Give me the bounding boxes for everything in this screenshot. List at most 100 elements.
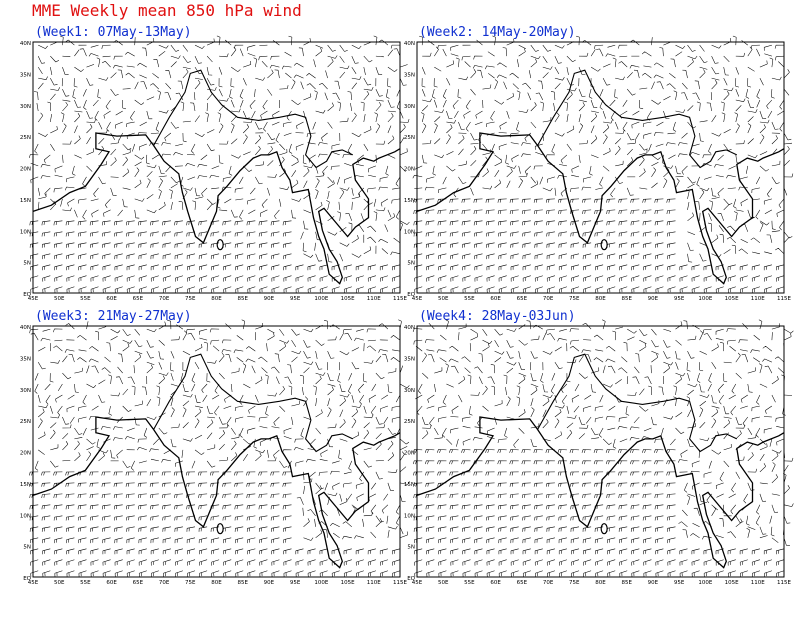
panel-title: (Week2: 14May-20May) [419, 25, 576, 40]
lon-label: 45E [28, 296, 39, 302]
lat-label: 25N [404, 135, 415, 141]
lon-label: 60E [490, 296, 501, 302]
border [537, 69, 738, 169]
lon-label: 95E [290, 580, 301, 586]
map-frame [32, 325, 401, 578]
lon-label: 110E [751, 296, 765, 302]
lat-label: 30N [404, 104, 415, 110]
lon-label: 80E [211, 580, 222, 586]
lon-label: 75E [185, 296, 196, 302]
panel-title: (Week4: 28May-03Jun) [419, 309, 576, 324]
lat-label: 25N [404, 419, 415, 425]
lon-label: 65E [517, 580, 528, 586]
sri-lanka [216, 523, 224, 535]
lon-label: 50E [438, 296, 449, 302]
lon-label: 65E [133, 580, 144, 586]
lon-label: 115E [393, 580, 407, 586]
lat-label: EQ [23, 576, 31, 582]
lon-label: 45E [412, 580, 423, 586]
wind-barbs [412, 35, 794, 293]
lat-label: 10N [404, 513, 415, 519]
panel-title: (Week1: 07May-13May) [35, 25, 192, 40]
lat-label: EQ [407, 292, 415, 298]
lat-label: 5N [23, 261, 31, 267]
lon-label: 85E [621, 580, 632, 586]
border [153, 69, 354, 169]
lon-label: 80E [595, 580, 606, 586]
lon-label: 95E [290, 296, 301, 302]
lon-label: 45E [412, 296, 423, 302]
map-frame [416, 41, 785, 294]
lat-label: EQ [23, 292, 31, 298]
lon-label: 70E [159, 580, 170, 586]
lon-label: 60E [106, 580, 117, 586]
panel-title: (Week3: 21May-27May) [35, 309, 192, 324]
lat-label: 20N [404, 167, 415, 173]
lat-label: EQ [407, 576, 415, 582]
map-panel: (Week2: 14May-20May) 40N 35N 30N 25N 20N 15N 10… [404, 25, 794, 302]
sri-lanka [600, 239, 608, 251]
lon-label: 55E [80, 580, 91, 586]
lon-label: 70E [543, 296, 554, 302]
sri-lanka [216, 239, 224, 251]
lat-label: 25N [20, 419, 31, 425]
lon-label: 80E [211, 296, 222, 302]
lat-label: 15N [404, 198, 415, 204]
wind-barbs [29, 319, 410, 577]
lon-label: 90E [648, 296, 659, 302]
lon-label: 100E [698, 296, 712, 302]
lon-label: 110E [367, 296, 381, 302]
lat-label: 5N [407, 545, 415, 551]
lat-label: 10N [404, 229, 415, 235]
lon-label: 65E [517, 296, 528, 302]
map-frame [416, 325, 785, 578]
lat-label: 5N [407, 261, 415, 267]
lon-label: 110E [751, 580, 765, 586]
lon-label: 90E [648, 580, 659, 586]
lon-label: 115E [393, 296, 407, 302]
lat-label: 15N [20, 482, 31, 488]
coastline [32, 132, 401, 285]
map-panel: (Week3: 21May-27May) 40N 35N 30N 25N 20N 15N 10… [20, 309, 410, 586]
lat-label: 35N [404, 72, 415, 78]
lat-label: 40N [404, 41, 415, 47]
lon-label: 60E [106, 296, 117, 302]
lon-label: 85E [621, 296, 632, 302]
lat-label: 10N [20, 229, 31, 235]
wind-barbs [28, 35, 410, 293]
lon-label: 105E [725, 296, 739, 302]
wind-barbs [412, 319, 794, 577]
lon-label: 70E [159, 296, 170, 302]
lon-label: 75E [185, 580, 196, 586]
lat-label: 5N [23, 545, 31, 551]
map-panel: (Week1: 07May-13May) 40N 35N 30N 25N 20N 15N 10… [20, 25, 410, 302]
map-panel: (Week4: 28May-03Jun) 40N 35N 30N 25N 20N 15N 10… [404, 309, 794, 586]
lon-label: 115E [777, 580, 791, 586]
lon-label: 85E [237, 580, 248, 586]
lon-label: 50E [438, 580, 449, 586]
lat-label: 35N [20, 356, 31, 362]
border [153, 353, 354, 453]
lon-label: 65E [133, 296, 144, 302]
lon-label: 95E [674, 580, 685, 586]
lat-label: 25N [20, 135, 31, 141]
lon-label: 90E [264, 296, 275, 302]
lat-label: 20N [20, 167, 31, 173]
lat-label: 40N [404, 325, 415, 331]
lon-label: 55E [80, 296, 91, 302]
coastline [416, 132, 785, 285]
lat-label: 40N [20, 41, 31, 47]
lon-label: 105E [725, 580, 739, 586]
lon-label: 100E [698, 580, 712, 586]
lon-label: 60E [490, 580, 501, 586]
lat-label: 35N [20, 72, 31, 78]
lat-label: 30N [404, 388, 415, 394]
figure-title: MME Weekly mean 850 hPa wind [32, 1, 302, 20]
lat-label: 30N [20, 104, 31, 110]
lon-label: 80E [595, 296, 606, 302]
lat-label: 35N [404, 356, 415, 362]
lon-label: 75E [569, 580, 580, 586]
lon-label: 100E [314, 580, 328, 586]
coastline [416, 416, 785, 569]
